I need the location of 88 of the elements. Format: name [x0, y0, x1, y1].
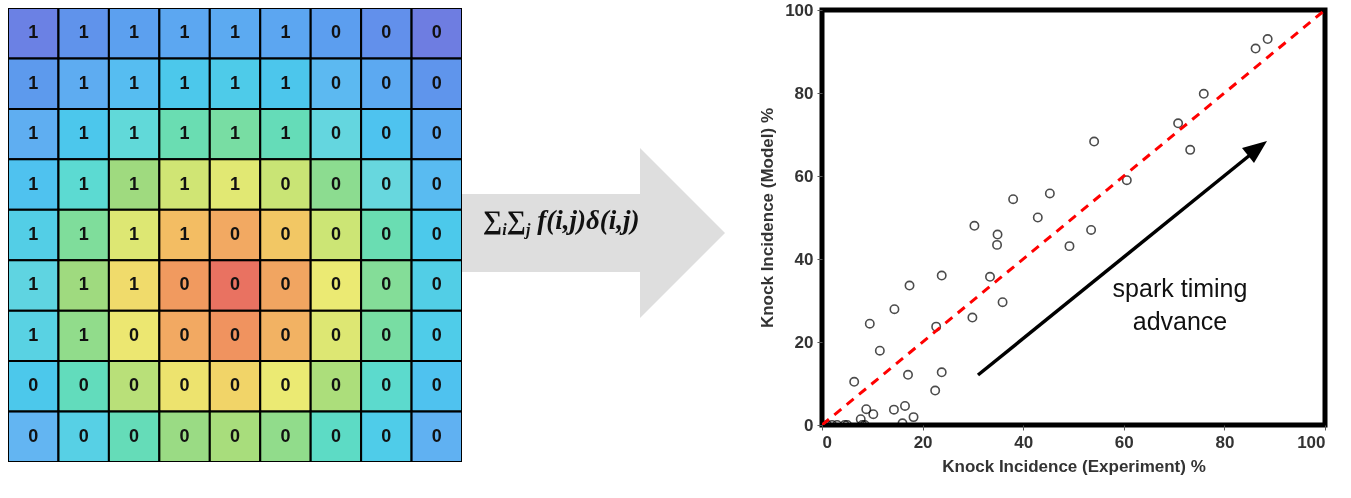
data-label: 1	[179, 173, 190, 194]
data-label: 1	[28, 173, 39, 194]
data-label: 0	[229, 375, 241, 396]
x-tick-label: 100	[1297, 432, 1326, 452]
data-label: 0	[431, 224, 442, 244]
annotation: spark timing advance	[1111, 273, 1249, 337]
x-tick-label: 0	[822, 432, 832, 452]
x-tick-label: 80	[1215, 432, 1235, 452]
data-label: 0	[381, 123, 392, 144]
data-label: 1	[229, 123, 241, 144]
data-label: 1	[78, 274, 89, 295]
data-label: 0	[330, 375, 341, 396]
data-label: 0	[381, 72, 392, 93]
data-label: 1	[179, 123, 190, 144]
data-label: 1	[179, 224, 190, 244]
data-label: 0	[280, 324, 291, 345]
x-axis-title: Knock Incidence (Experiment) %	[942, 456, 1206, 476]
data-label: 0	[78, 375, 89, 396]
data-label: 1	[179, 72, 190, 93]
data-label: 0	[129, 375, 140, 396]
data-label: 1	[129, 123, 140, 144]
data-label: 1	[229, 72, 241, 93]
data-label: 0	[280, 274, 291, 295]
data-label: 1	[78, 123, 89, 144]
y-tick-label: 40	[794, 249, 814, 269]
data-label: 1	[28, 72, 39, 93]
data-label: 0	[330, 173, 341, 194]
data-label: 1	[280, 22, 291, 43]
y-tick-label: 20	[794, 332, 814, 352]
data-label: 0	[381, 324, 392, 345]
data-label: 0	[381, 173, 392, 194]
data-label: 0	[431, 123, 442, 144]
data-label: 0	[330, 72, 341, 93]
data-label: 0	[431, 375, 442, 396]
text: ∑$_{i}$∑$_{j}$ f(i,j)δ(i,j)	[483, 205, 641, 240]
data-label: 0	[229, 224, 241, 244]
data-label: 0	[431, 72, 442, 93]
data-label: 1	[229, 173, 241, 194]
data-label: 0	[381, 22, 392, 43]
data-label: 0	[431, 22, 442, 43]
data-label: 0	[330, 224, 341, 244]
y-tick-label: 0	[804, 415, 814, 435]
data-label: 1	[129, 274, 140, 295]
data-label: 1	[129, 72, 140, 93]
data-label: 1	[28, 22, 39, 43]
x-tick-label: 40	[1014, 432, 1034, 452]
data-label: 0	[280, 224, 291, 244]
y-tick-label: 100	[785, 0, 814, 20]
data-label: 1	[129, 224, 140, 244]
data-label: 0	[431, 173, 442, 194]
data-label: 1	[179, 22, 190, 43]
data-label: 1	[28, 274, 39, 295]
y-tick-label: 60	[794, 166, 814, 186]
data-label: 0	[179, 324, 190, 345]
data-label: 0	[330, 123, 341, 144]
data-label: 0	[229, 274, 241, 295]
data-label: 0	[330, 324, 341, 345]
data-label: 0	[229, 324, 241, 345]
data-label: 1	[28, 224, 39, 244]
data-label: 1	[78, 22, 89, 43]
data-label: 1	[280, 72, 291, 93]
y-axis-title: Knock Incidence (Model) %	[758, 107, 778, 329]
data-label: 0	[129, 324, 140, 345]
y-tick-label: 80	[794, 83, 814, 103]
data-label: 0	[330, 22, 341, 43]
data-label: 0	[28, 375, 39, 396]
data-label: 1	[78, 324, 89, 345]
data-label: 0	[179, 375, 190, 396]
data-label: 0	[280, 375, 291, 396]
data-label: 1	[78, 224, 89, 244]
data-label: 0	[381, 224, 392, 244]
data-label: 1	[129, 22, 140, 43]
data-label: 1	[78, 173, 89, 194]
data-label: 0	[330, 274, 341, 295]
data-label: 1	[280, 123, 291, 144]
data-label: 0	[381, 274, 392, 295]
data-label: 1	[28, 324, 39, 345]
data-label: 0	[431, 274, 442, 295]
data-label: 1	[28, 123, 39, 144]
x-tick-label: 60	[1114, 432, 1134, 452]
data-label: 0	[431, 324, 442, 345]
data-label: 0	[381, 375, 392, 396]
data-label: 0	[280, 173, 291, 194]
data-label: 1	[129, 173, 140, 194]
data-label: 0	[179, 274, 190, 295]
data-label: 1	[78, 72, 89, 93]
x-tick-label: 20	[913, 432, 933, 452]
data-label: 1	[229, 22, 241, 43]
